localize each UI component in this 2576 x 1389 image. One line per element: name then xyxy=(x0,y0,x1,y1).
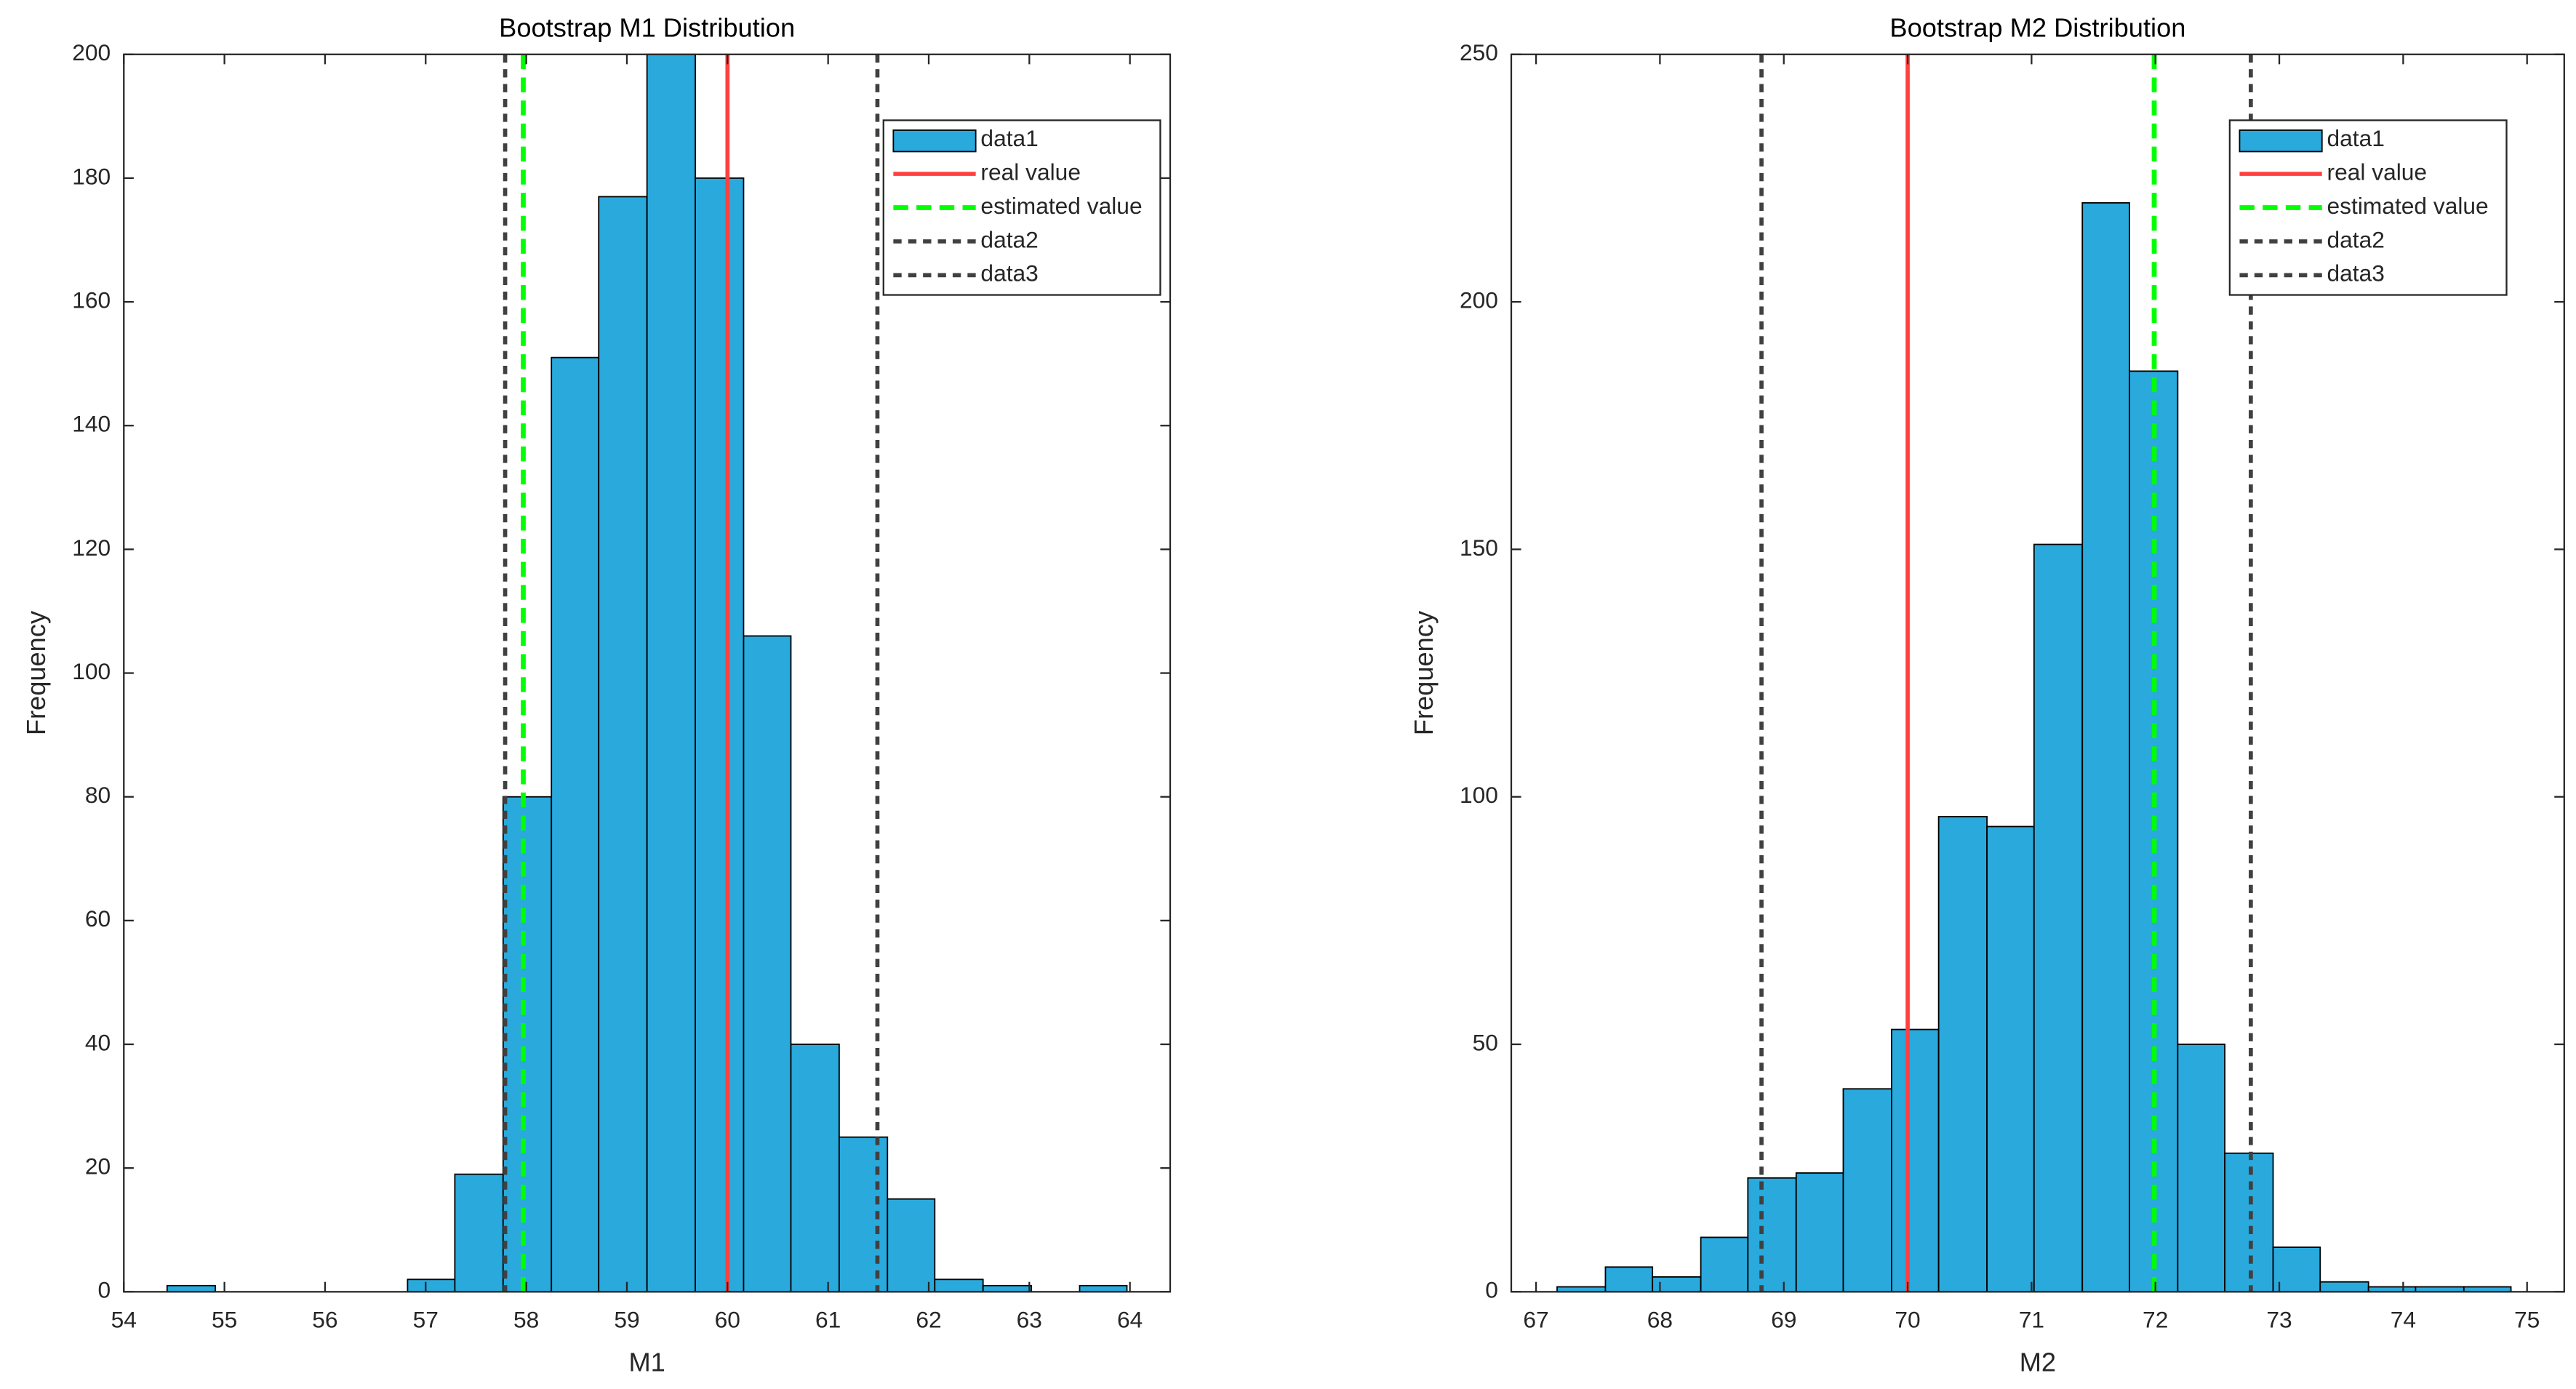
bar xyxy=(838,1136,889,1293)
x-tick-label: 59 xyxy=(614,1306,639,1332)
y-tick-label: 180 xyxy=(72,163,111,189)
legend-label: real value xyxy=(2327,159,2428,185)
x-tick-label: 58 xyxy=(513,1306,539,1332)
bar xyxy=(2224,1152,2274,1293)
bar xyxy=(1891,1028,1940,1293)
y-tick-label: 200 xyxy=(1460,287,1498,313)
bar xyxy=(2319,1281,2369,1293)
y-tick-label: 0 xyxy=(1485,1277,1498,1303)
y-tick-label: 80 xyxy=(85,782,111,808)
bar xyxy=(1842,1088,1892,1293)
bar xyxy=(982,1284,1032,1293)
y-tick-label: 120 xyxy=(72,535,111,561)
y-tick-label: 0 xyxy=(98,1277,111,1303)
x-tick-label: 75 xyxy=(2514,1306,2540,1332)
bar xyxy=(2177,1044,2226,1293)
x-tick-label: 73 xyxy=(2266,1306,2292,1332)
x-tick-label: 56 xyxy=(312,1306,337,1332)
bar xyxy=(2129,370,2179,1293)
legend-label: data3 xyxy=(980,260,1038,287)
y-tick-label: 140 xyxy=(72,411,111,437)
x-axis-label: M1 xyxy=(628,1348,665,1377)
bar xyxy=(454,1173,504,1293)
x-tick-label: 72 xyxy=(2143,1306,2168,1332)
y-tick-label: 250 xyxy=(1460,39,1498,65)
x-tick-label: 54 xyxy=(111,1306,137,1332)
bar xyxy=(934,1278,984,1293)
x-tick-label: 63 xyxy=(1017,1306,1042,1332)
bar xyxy=(407,1278,456,1293)
bar xyxy=(2033,543,2084,1293)
bar xyxy=(551,356,600,1293)
x-tick-label: 64 xyxy=(1117,1306,1143,1332)
y-tick-label: 50 xyxy=(1473,1029,1498,1055)
y-axis-label: Frequency xyxy=(1409,610,1439,735)
bar xyxy=(502,796,553,1293)
x-tick-label: 67 xyxy=(1523,1306,1548,1332)
x-tick-label: 69 xyxy=(1771,1306,1796,1332)
x-tick-label: 74 xyxy=(2391,1306,2416,1332)
bar xyxy=(646,53,696,1293)
legend-swatch xyxy=(2239,129,2323,153)
x-tick-label: 71 xyxy=(2019,1306,2044,1332)
y-tick-label: 100 xyxy=(72,658,111,684)
bar xyxy=(887,1198,936,1293)
chart-title: Bootstrap M2 Distribution xyxy=(1889,12,2185,42)
legend-label: data1 xyxy=(2327,125,2385,151)
bar xyxy=(1604,1266,1654,1293)
x-tick-label: 60 xyxy=(715,1306,740,1332)
bar xyxy=(1079,1284,1128,1293)
y-tick-label: 200 xyxy=(72,39,111,65)
x-tick-label: 62 xyxy=(916,1306,941,1332)
legend-label: estimated value xyxy=(2327,193,2489,219)
bar xyxy=(1747,1177,1797,1293)
y-tick-label: 160 xyxy=(72,287,111,313)
chart-title: Bootstrap M1 Distribution xyxy=(499,12,795,42)
bar xyxy=(1937,816,1988,1293)
bar xyxy=(1700,1236,1749,1293)
legend-label: data2 xyxy=(2327,226,2385,252)
bar xyxy=(743,635,792,1293)
legend-label: data2 xyxy=(980,226,1038,252)
x-tick-label: 68 xyxy=(1647,1306,1673,1332)
bar xyxy=(1986,825,2035,1293)
bar xyxy=(695,177,745,1293)
y-tick-label: 60 xyxy=(85,905,111,932)
bar xyxy=(790,1044,840,1293)
bar xyxy=(166,1284,217,1293)
x-axis-label: M2 xyxy=(2020,1348,2056,1377)
y-tick-label: 20 xyxy=(85,1153,111,1180)
y-tick-label: 100 xyxy=(1460,782,1498,808)
x-tick-label: 57 xyxy=(413,1306,439,1332)
legend-swatch xyxy=(892,129,977,153)
y-tick-label: 150 xyxy=(1460,535,1498,561)
x-tick-label: 70 xyxy=(1895,1306,1920,1332)
y-tick-label: 40 xyxy=(85,1029,111,1055)
legend-label: data1 xyxy=(980,125,1038,151)
legend-label: data3 xyxy=(2327,260,2385,287)
legend-label: real value xyxy=(980,159,1081,185)
legend-label: estimated value xyxy=(980,193,1142,219)
x-tick-label: 61 xyxy=(815,1306,841,1332)
bar xyxy=(598,196,648,1293)
axes-box xyxy=(1510,53,2565,1293)
bar xyxy=(2272,1246,2321,1293)
bar xyxy=(2081,202,2130,1293)
x-tick-label: 55 xyxy=(212,1306,237,1332)
y-axis-label: Frequency xyxy=(21,610,51,735)
bar xyxy=(1795,1172,1844,1293)
